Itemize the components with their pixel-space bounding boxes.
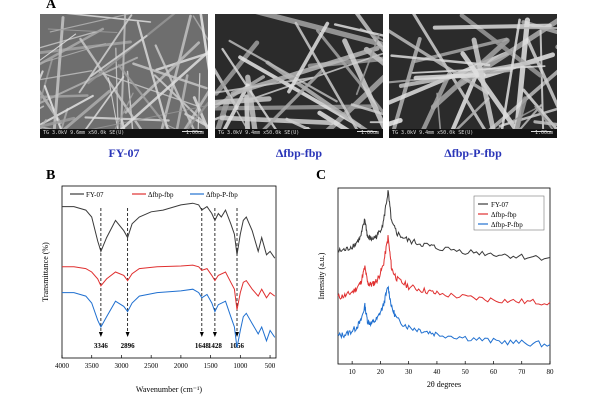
x-tick-label: 30 xyxy=(405,368,413,376)
peak-marker-arrow xyxy=(235,332,240,337)
series-line xyxy=(62,264,276,310)
x-tick-label: 2500 xyxy=(144,362,159,370)
legend-label: Δfbp-fbp xyxy=(491,211,517,219)
y-axis-label: Intensity (a.u.) xyxy=(317,252,326,299)
x-tick-label: 4000 xyxy=(55,362,70,370)
sem-footer: TG 3.0kV 9.6mm x50.0k SE(U) 1.00um xyxy=(40,129,208,138)
x-axis-label: Wavenumber (cm⁻¹) xyxy=(136,385,203,394)
panel-letter-a: A xyxy=(46,0,57,12)
plot-frame xyxy=(337,187,551,365)
series-line xyxy=(337,285,551,348)
plot-frame xyxy=(61,185,277,359)
sem-scale-label: 1.00um xyxy=(360,130,379,136)
legend-label: FY-07 xyxy=(491,201,509,209)
peak-marker-arrow xyxy=(98,332,103,337)
peak-marker-arrow xyxy=(199,332,204,337)
x-tick-label: 80 xyxy=(547,368,555,376)
sem-info-label: TG 3.0kV 9.6mm x50.0k SE(U) xyxy=(43,130,125,136)
panel-letter-c: C xyxy=(316,168,327,183)
x-tick-label: 3000 xyxy=(114,362,129,370)
legend-label: Δfbp-P-fbp xyxy=(491,221,523,229)
legend-label: FY-07 xyxy=(86,191,104,199)
sem-footer: TG 3.0kV 9.4mm x50.0k SE(U) 1.00um xyxy=(389,129,557,138)
x-tick-label: 10 xyxy=(349,368,357,376)
x-tick-label: 1500 xyxy=(204,362,219,370)
sem-info-label: TG 3.0kV 9.4mm x50.0k SE(U) xyxy=(218,130,300,136)
scale-bar xyxy=(531,131,551,132)
fiber-texture-fy07 xyxy=(40,14,208,138)
x-axis-label: 2θ degrees xyxy=(427,380,461,389)
legend-label: Δfbp-fbp xyxy=(148,191,174,199)
scale-bar xyxy=(182,131,202,132)
x-tick-label: 70 xyxy=(518,368,526,376)
y-axis-label: Transmittance (%) xyxy=(41,242,50,302)
peak-marker-arrow xyxy=(212,332,217,337)
caption-dfbp-p-fbp: Δfbp-P-fbp xyxy=(444,146,502,160)
x-tick-label: 1000 xyxy=(233,362,248,370)
series-line xyxy=(62,202,276,259)
ftir-chart: 4000 3500 3000 2500 2000 1500 1000 500 3346 2896… xyxy=(41,185,277,394)
series-line xyxy=(62,288,276,348)
x-tick-label: 20 xyxy=(377,368,385,376)
sem-image-dfbp-p-fbp: TG 3.0kV 9.4mm x50.0k SE(U) 1.00um xyxy=(389,14,557,138)
x-tick-label: 2000 xyxy=(174,362,189,370)
peak-label: 3346 xyxy=(94,342,109,350)
peak-label: 1428 xyxy=(208,342,223,350)
legend-label: Δfbp-P-fbp xyxy=(206,191,238,199)
fiber-texture-dfbp-fbp xyxy=(215,14,383,138)
peak-marker-arrow xyxy=(125,332,130,337)
peak-label: 1648 xyxy=(195,342,210,350)
x-tick-label: 40 xyxy=(433,368,441,376)
peak-label: 2896 xyxy=(121,342,136,350)
scale-bar xyxy=(357,131,377,132)
caption-dfbp-fbp: Δfbp-fbp xyxy=(275,146,323,160)
sem-image-fy07: TG 3.0kV 9.6mm x50.0k SE(U) 1.00um xyxy=(40,14,208,138)
x-tick-label: 50 xyxy=(462,368,470,376)
xrd-chart: 10 20 30 40 50 60 70 80 FY-07 Δfbp-fbp Δfbp-P-fbp… xyxy=(317,187,555,389)
x-tick-label: 500 xyxy=(265,362,276,370)
sem-footer: TG 3.0kV 9.4mm x50.0k SE(U) 1.00um xyxy=(215,129,383,138)
x-tick-label: 3500 xyxy=(85,362,100,370)
x-tick-label: 60 xyxy=(490,368,498,376)
fiber-texture-dfbp-p-fbp xyxy=(389,14,557,138)
sem-image-dfbp-fbp: TG 3.0kV 9.4mm x50.0k SE(U) 1.00um xyxy=(215,14,383,138)
sem-scale-label: 1.00um xyxy=(185,130,204,136)
series-line xyxy=(337,235,551,306)
caption-fy07: FY-07 xyxy=(108,146,140,160)
series-line xyxy=(337,190,551,261)
sem-info-label: TG 3.0kV 9.4mm x50.0k SE(U) xyxy=(392,130,474,136)
panel-letter-b: B xyxy=(46,168,56,183)
sem-scale-label: 1.00um xyxy=(534,130,553,136)
